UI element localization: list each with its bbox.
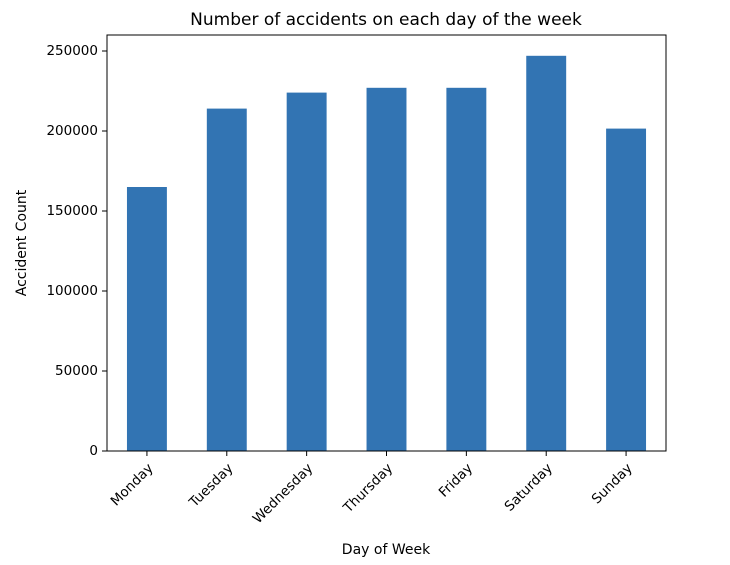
y-tick-label-50000: 50000: [55, 363, 98, 379]
chart-title: Number of accidents on each day of the w…: [190, 10, 582, 30]
x-tick-label-wednesday: Wednesday: [250, 460, 317, 527]
bar-monday: [126, 187, 167, 451]
y-tick-label-150000: 150000: [46, 203, 98, 219]
x-tick-label-monday: Monday: [108, 460, 157, 509]
x-tick-label-tuesday: Tuesday: [186, 460, 237, 511]
bar-sunday: [606, 128, 647, 451]
bars-group: [126, 55, 647, 452]
x-tick-label-thursday: Thursday: [340, 460, 396, 516]
plot-area-frame: [106, 34, 667, 452]
y-tick-label-250000: 250000: [46, 43, 98, 59]
y-axis-ticks: 0 50000 100000 150000 200000 250000: [46, 43, 107, 459]
bar-friday: [446, 87, 487, 452]
x-tick-label-friday: Friday: [436, 460, 476, 500]
bar-saturday: [526, 55, 567, 452]
x-tick-label-saturday: Saturday: [502, 460, 556, 514]
y-tick-label-0: 0: [89, 443, 98, 459]
x-tick-label-sunday: Sunday: [589, 460, 636, 507]
bar-wednesday: [286, 92, 327, 451]
y-axis-label: Accident Count: [14, 189, 30, 296]
x-axis-label: Day of Week: [342, 542, 431, 558]
bar-tuesday: [206, 108, 247, 451]
bar-thursday: [366, 87, 407, 452]
y-tick-label-200000: 200000: [46, 123, 98, 139]
x-axis-ticks: Monday Tuesday Wednesday Thursday Friday Satu…: [108, 451, 636, 527]
y-tick-label-100000: 100000: [46, 283, 98, 299]
